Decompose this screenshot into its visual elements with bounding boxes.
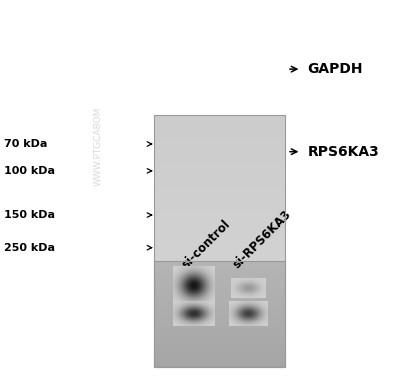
- Text: 250 kDa: 250 kDa: [4, 243, 55, 253]
- Text: 70 kDa: 70 kDa: [4, 139, 47, 149]
- Text: WWW.PTGCABOM: WWW.PTGCABOM: [94, 106, 103, 185]
- Bar: [153, 261, 284, 367]
- Text: GAPDH: GAPDH: [307, 62, 362, 76]
- Text: 100 kDa: 100 kDa: [4, 166, 55, 176]
- Text: RPS6KA3: RPS6KA3: [307, 145, 378, 159]
- Bar: [153, 115, 284, 367]
- Text: si-RPS6KA3: si-RPS6KA3: [230, 207, 293, 271]
- Text: 150 kDa: 150 kDa: [4, 210, 55, 220]
- Text: si-control: si-control: [179, 217, 232, 271]
